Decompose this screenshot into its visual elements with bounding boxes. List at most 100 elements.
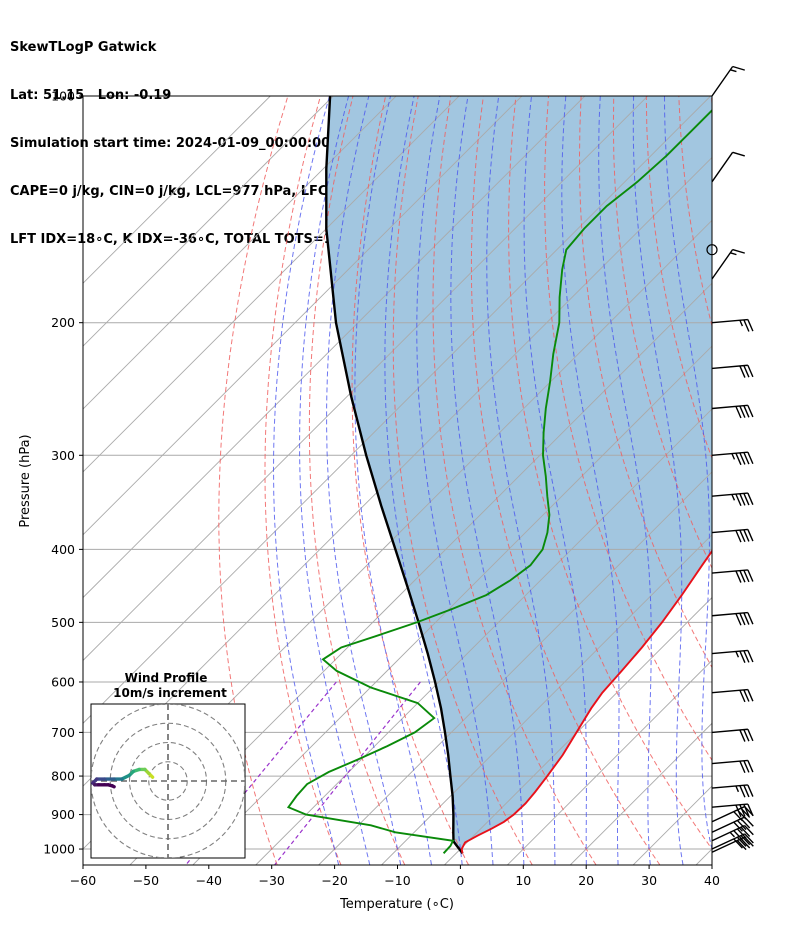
moist-adiabat-line (273, 96, 340, 865)
barb-flag (743, 365, 750, 378)
wind-barb (711, 836, 754, 853)
barb-staff (711, 528, 748, 534)
barb-half-flag (735, 651, 740, 658)
x-tick-label: −30 (259, 873, 285, 888)
wind-barb (706, 244, 718, 256)
y-axis-label: Pressure (hPa) (18, 434, 33, 527)
barb-flag (743, 569, 750, 583)
barb-staff (711, 492, 748, 497)
wind-barb (711, 688, 754, 703)
barb-staff (711, 824, 745, 842)
isotherm-line (83, 96, 334, 347)
mixing-ratio-line (274, 681, 421, 865)
barb-flag (743, 760, 750, 773)
dry-adiabat-line (578, 96, 712, 669)
hodograph-plot (91, 704, 245, 858)
y-tick-label: 800 (51, 769, 75, 784)
calm-wind-circle (706, 244, 718, 256)
barb-flag (736, 819, 747, 831)
temperature-line (460, 549, 712, 854)
barb-flag (747, 689, 754, 702)
y-tick-label: 100 (51, 89, 75, 104)
barb-flag (736, 836, 747, 847)
barb-flag (735, 613, 742, 626)
dry-adiabat-line (645, 96, 712, 460)
barb-flag (743, 612, 750, 625)
barb-staff (711, 803, 748, 808)
moist-adiabat-line (326, 96, 402, 865)
barb-staff (711, 66, 734, 97)
barb-flag (747, 650, 754, 663)
x-tick-label: −40 (196, 873, 222, 888)
barb-half-flag (730, 69, 737, 73)
x-tick-label: −10 (384, 873, 410, 888)
isotherm-line (83, 96, 649, 662)
barb-flag (744, 825, 754, 836)
barb-flag (736, 839, 747, 851)
barb-flag (743, 785, 750, 798)
isotherm-line (381, 534, 712, 865)
x-tick-label: −50 (133, 873, 159, 888)
barb-flag (747, 405, 754, 418)
wind-barb (711, 784, 754, 798)
barb-flag (739, 760, 746, 774)
wind-barb (711, 569, 754, 583)
barb-flag (744, 806, 754, 817)
barb-flag (743, 729, 750, 742)
barb-flag (740, 818, 751, 829)
isotherm-line (444, 596, 712, 865)
barb-flag (739, 729, 746, 742)
barb-staff (711, 404, 748, 410)
barb-flag (747, 760, 754, 773)
x-tick-label: 40 (704, 873, 720, 888)
barb-half-flag (731, 494, 736, 501)
barb-flag (740, 835, 751, 846)
hodograph-ring (148, 761, 188, 801)
dry-adiabat-line (218, 96, 289, 865)
barb-staff (711, 318, 748, 324)
barb-flag (743, 493, 750, 506)
dry-adiabat-line (264, 96, 342, 865)
barb-flag (743, 319, 750, 332)
barb-staff (711, 784, 748, 789)
x-tick-label: 30 (641, 873, 657, 888)
barb-staff (711, 249, 734, 280)
y-tick-label: 600 (51, 674, 75, 689)
dry-adiabat-line (308, 96, 406, 865)
wind-barb (711, 816, 754, 833)
barb-flag (739, 613, 746, 626)
barb-flag (743, 804, 750, 817)
barb-flag (747, 612, 754, 625)
x-tick-label: 0 (456, 873, 464, 888)
barb-flag (744, 836, 754, 847)
barb-flag (739, 529, 746, 543)
barb-flag (739, 405, 746, 418)
wind-barb (711, 492, 754, 507)
moist-adiabat-line (664, 96, 712, 852)
barb-staff (711, 451, 748, 456)
isotherm-line (255, 408, 712, 865)
barb-flag (735, 452, 742, 466)
dry-adiabat-line (777, 96, 794, 865)
y-tick-label: 500 (51, 615, 75, 630)
isotherm-line (83, 96, 523, 536)
barb-flag (747, 569, 754, 582)
wind-barb (711, 649, 754, 663)
hodograph-title: Wind Profile (125, 671, 208, 685)
barb-flag (743, 650, 750, 663)
wind-barb (711, 824, 754, 842)
barb-flag (743, 405, 750, 418)
barb-staff (711, 833, 745, 850)
barb-flag (739, 452, 746, 465)
barb-staff (711, 805, 745, 823)
title-line: SkewTLogP Gatwick (10, 40, 157, 55)
dry-adiabat-line (544, 96, 712, 762)
barb-flag (747, 319, 754, 332)
barb-flag (747, 364, 754, 378)
barb-flag (744, 816, 754, 827)
barb-flag (744, 833, 754, 844)
wind-barb (711, 451, 754, 466)
y-tick-label: 200 (51, 315, 75, 330)
barb-flag (739, 570, 746, 583)
